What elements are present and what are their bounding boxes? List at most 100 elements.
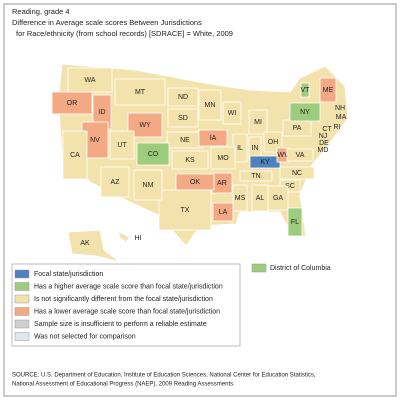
state-label: ID bbox=[99, 109, 106, 116]
state-region bbox=[287, 207, 303, 237]
state-label: MN bbox=[205, 102, 216, 109]
legend-label: Focal state/jurisdiction bbox=[34, 271, 103, 278]
state-region bbox=[158, 189, 212, 231]
state-region bbox=[251, 184, 269, 212]
state-region bbox=[62, 130, 88, 180]
state-label: RI bbox=[334, 124, 341, 131]
state-label: AZ bbox=[111, 179, 121, 186]
state-label: TX bbox=[181, 207, 190, 214]
state-label: FL bbox=[291, 219, 299, 226]
state-region bbox=[232, 184, 248, 212]
state-region bbox=[133, 169, 163, 201]
state-label: LA bbox=[219, 209, 228, 216]
state-label: MO bbox=[217, 155, 229, 162]
header-line: Difference in Average scale scores Betwe… bbox=[12, 18, 202, 27]
state-label: MA bbox=[336, 114, 347, 121]
state-region bbox=[300, 82, 310, 98]
source-line: SOURCE: U.S. Department of Education, In… bbox=[12, 373, 316, 379]
state-label: VA bbox=[296, 152, 305, 159]
legend-label: Sample size is insufficient to perform a… bbox=[34, 321, 207, 328]
state-region bbox=[222, 101, 242, 125]
state-label: AL bbox=[256, 195, 265, 202]
state-label: MT bbox=[135, 89, 146, 96]
state-label: NY bbox=[300, 109, 310, 116]
state-label: WA bbox=[84, 77, 95, 84]
state-label: AR bbox=[217, 180, 227, 187]
state-region bbox=[198, 89, 222, 121]
state-label: SC bbox=[285, 183, 295, 190]
state-label: ME bbox=[323, 87, 334, 94]
state-label: CT bbox=[322, 126, 332, 133]
state-label: SD bbox=[178, 115, 188, 122]
header-line: for Race/ethnicity (from school records)… bbox=[16, 29, 233, 38]
header-line: Reading, grade 4 bbox=[12, 7, 70, 16]
state-label: GA bbox=[273, 195, 283, 202]
state-region bbox=[263, 131, 283, 153]
state-label: IN bbox=[252, 145, 259, 152]
state-label: IA bbox=[210, 135, 217, 142]
legend-label: Is not significantly different from the … bbox=[34, 296, 213, 303]
state-label: WI bbox=[228, 110, 237, 117]
state-label: KS bbox=[185, 157, 195, 164]
states: WA OR ID MT WY ND SD NE MN WI IA IL MI IN OH KY WV VA PA NY… bbox=[51, 67, 347, 247]
state-label: NE bbox=[180, 137, 190, 144]
hawaii-outline bbox=[117, 231, 131, 243]
state-label: NV bbox=[90, 137, 100, 144]
state-label: DE bbox=[319, 140, 329, 147]
state-label: VT bbox=[301, 87, 311, 94]
legend-label: Was not selected for comparison bbox=[34, 333, 136, 340]
legend-swatch bbox=[14, 269, 30, 279]
state-label: KY bbox=[260, 159, 270, 166]
state-label: MS bbox=[235, 195, 246, 202]
state-region bbox=[51, 91, 93, 115]
state-label: MI bbox=[254, 119, 262, 126]
state-region bbox=[286, 148, 314, 162]
state-region bbox=[212, 202, 234, 222]
state-label: ND bbox=[178, 94, 188, 101]
state-label: WY bbox=[139, 122, 151, 129]
state-label: CO bbox=[148, 151, 159, 158]
state-region bbox=[67, 67, 113, 93]
legend-swatch bbox=[14, 332, 30, 341]
state-label: TN bbox=[251, 173, 260, 180]
state-region bbox=[171, 150, 209, 170]
legend-swatch bbox=[14, 307, 30, 316]
state-label: UT bbox=[117, 142, 127, 149]
legend-label: Has a higher average scale score than fo… bbox=[34, 283, 223, 290]
state-label: OH bbox=[268, 139, 279, 146]
legend: Focal state/jurisdiction Has a higher ave… bbox=[14, 263, 331, 341]
state-label: IL bbox=[237, 145, 243, 152]
legend-label: Has a lower average scale score than foc… bbox=[34, 308, 220, 315]
state-label: NM bbox=[143, 182, 154, 189]
legend-swatch bbox=[14, 294, 30, 304]
state-label: WV bbox=[277, 152, 289, 159]
legend-swatch bbox=[251, 263, 267, 273]
state-label: NJ bbox=[319, 133, 328, 140]
state-label: MD bbox=[318, 147, 329, 154]
state-region bbox=[289, 102, 321, 122]
state-region bbox=[319, 77, 337, 103]
state-label: NC bbox=[292, 170, 302, 177]
state-region bbox=[136, 142, 170, 166]
state-label: OR bbox=[67, 100, 78, 107]
state-region bbox=[248, 109, 268, 135]
legend-label: District of Columbia bbox=[270, 265, 331, 272]
state-label: HI bbox=[135, 235, 142, 242]
state-label: AK bbox=[80, 240, 90, 247]
state-region bbox=[279, 166, 315, 180]
state-region bbox=[109, 130, 135, 160]
alaska-outline bbox=[67, 229, 121, 263]
state-region bbox=[167, 87, 199, 107]
source-line: National Assessment of Educational Progr… bbox=[12, 382, 235, 388]
state-region bbox=[210, 146, 236, 170]
state-label: NH bbox=[335, 105, 345, 112]
state-region bbox=[114, 78, 166, 106]
state-region bbox=[167, 108, 199, 128]
legend-box bbox=[11, 263, 241, 347]
state-label: OK bbox=[190, 179, 200, 186]
state-region bbox=[198, 129, 228, 147]
legend-swatch bbox=[14, 319, 30, 329]
legend-swatch bbox=[14, 282, 30, 291]
state-label: CA bbox=[70, 152, 80, 159]
